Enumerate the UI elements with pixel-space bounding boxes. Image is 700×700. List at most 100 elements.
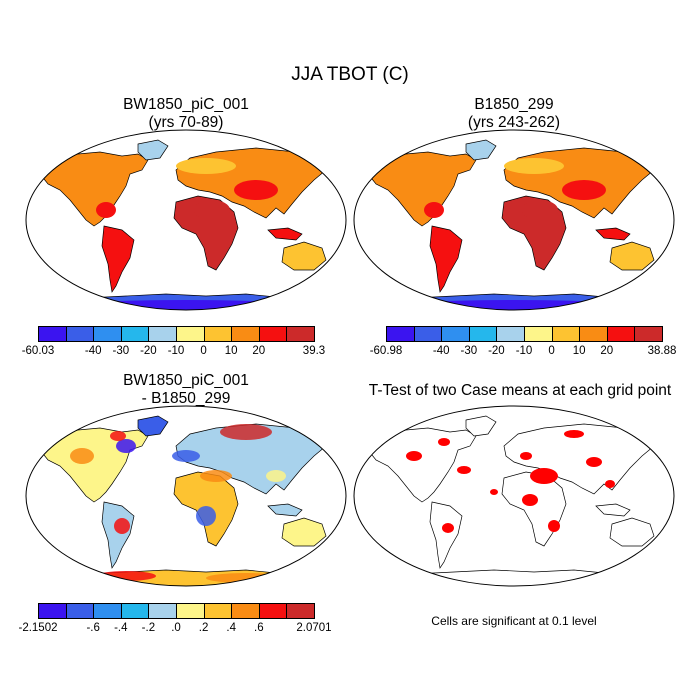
diff-anomaly-region [200,470,232,482]
panel-title-case2-line2: (yrs 243-262) [467,114,561,131]
ttest-significant-cell [548,520,560,532]
colorbar-tick-label: -.4 [114,622,128,634]
colorbar-box [65,603,95,619]
colorbar-tick-label: .4 [226,622,236,634]
colorbar-tick-label: .0 [171,622,181,634]
case2-map-border [353,129,675,311]
colorbar-box [65,326,95,342]
ttest-continent-northAmerica [367,427,477,503]
colorbar-tick-label: -60.03 [21,345,55,357]
case1-hot-region [234,180,278,200]
diff-map [25,405,347,587]
colorbar-box [606,326,636,342]
colorbar-box [93,603,122,619]
diff-anomaly-region [172,450,200,462]
colorbar-tick-label: 39.3 [302,345,326,357]
ttest-continent-antarctica [383,569,656,586]
colorbar-tick-label: 38.88 [647,345,677,357]
colorbar-box [120,326,150,342]
ttest-significant-cell [522,494,538,506]
diff-continent-eurasia [175,423,327,495]
case2-cool-region [504,158,564,174]
colorbar-tick-label: 2.0701 [296,622,332,634]
diff-continent-indonesia [267,503,303,517]
figure-title: JJA TBOT (C) [291,64,409,85]
diff-anomaly-region [110,431,126,441]
diff-continent-antarctica [55,569,328,586]
colorbar-box [176,326,205,342]
ttest-map-border [353,405,675,587]
colorbar-case1: -60.03 -40 -30 -20 -10 0 10 20 39.3 [22,326,325,362]
diff-anomaly-region [114,518,130,534]
diff-continent-greenland [137,415,169,437]
colorbar-box [386,326,415,342]
diff-anomaly-region [266,470,286,482]
colorbar-box [231,326,260,342]
colorbar-box [148,603,177,619]
case1-continent-australia [281,241,327,271]
case1-continent-northAmerica [39,151,149,227]
panel-title-diff: BW1850_piC_001 - B1850_299 [26,372,346,408]
colorbar-box [286,326,315,342]
colorbar-box [634,326,663,342]
colorbar-tick-label: 10 [224,345,238,357]
ttest-significant-cell [530,468,558,484]
colorbar-tick-label: -10 [515,345,533,357]
colorbar-tick-label: 0 [548,345,555,357]
case1-hot-region [96,202,116,218]
panel-title-case1: BW1850_piC_001 (yrs 70-89) [26,96,346,132]
diff-anomaly-region [196,506,216,526]
colorbar-tick-label: -.2 [141,622,156,634]
colorbar-box [93,326,122,342]
colorbar-tick-label: -10 [167,345,185,357]
colorbar-tick-label: -20 [140,345,157,357]
case1-continent-indonesia [267,227,303,241]
colorbar-box [579,326,608,342]
colorbar-box [413,326,443,342]
ttest-significant-cell [586,457,602,467]
colorbar-tick-label: 0 [200,345,207,357]
case2-continent-southAmerica [429,225,463,293]
colorbar-box [258,326,288,342]
colorbar-tick-label: -30 [460,345,478,357]
colorbar-tick-label: .6 [254,622,264,634]
colorbar-box [176,603,205,619]
case2-continent-greenland [465,139,497,161]
colorbar-box [551,326,581,342]
panel-title-ttest-line1: T-Test of two Case means at each grid po… [368,382,672,399]
colorbar-diff: -2.1502 -.6 -.4 -.2 .0 .2 .4 .6 2.0701 [18,603,332,639]
case2-continent-northAmerica [367,151,477,227]
ttest-significant-cell [605,480,615,488]
colorbar-tick-label: -2.1502 [18,622,58,634]
ttest-significant-cell [438,438,450,446]
ttest-continent-southAmerica [429,501,463,569]
case1-continent-greenland [137,139,169,161]
panel-title-diff-line2: - B1850_299 [141,390,231,407]
diff-anomaly-region [70,448,94,464]
colorbar-box [148,326,177,342]
colorbar-box [38,603,67,619]
ttest-continent-indonesia [595,503,631,517]
case2-hot-region [424,202,444,218]
case1-cool-region [176,158,236,174]
ttest-significant-cell [406,451,422,461]
colorbar-box [468,326,498,342]
diff-map-border [25,405,347,587]
colorbar-box [496,326,525,342]
case1-map [25,129,347,311]
panel-title-diff-line1: BW1850_piC_001 [123,372,249,389]
panel-title-case1-line1: BW1850_piC_001 [123,96,249,113]
ttest-significant-cell [564,430,584,438]
colorbar-tick-label: 10 [572,345,586,357]
colorbar-tick-label: -40 [432,345,450,357]
colorbar-tick-label: 20 [252,345,266,357]
colorbar-box [524,326,553,342]
case2-hot-region [522,200,558,220]
colorbar-box [203,326,233,342]
colorbar-tick-label: .2 [198,622,209,634]
ttest-map [353,405,675,587]
panel-title-ttest: T-Test of two Case means at each grid po… [340,382,700,400]
diff-continent-australia [281,517,327,547]
case2-continent-australia [609,241,655,271]
